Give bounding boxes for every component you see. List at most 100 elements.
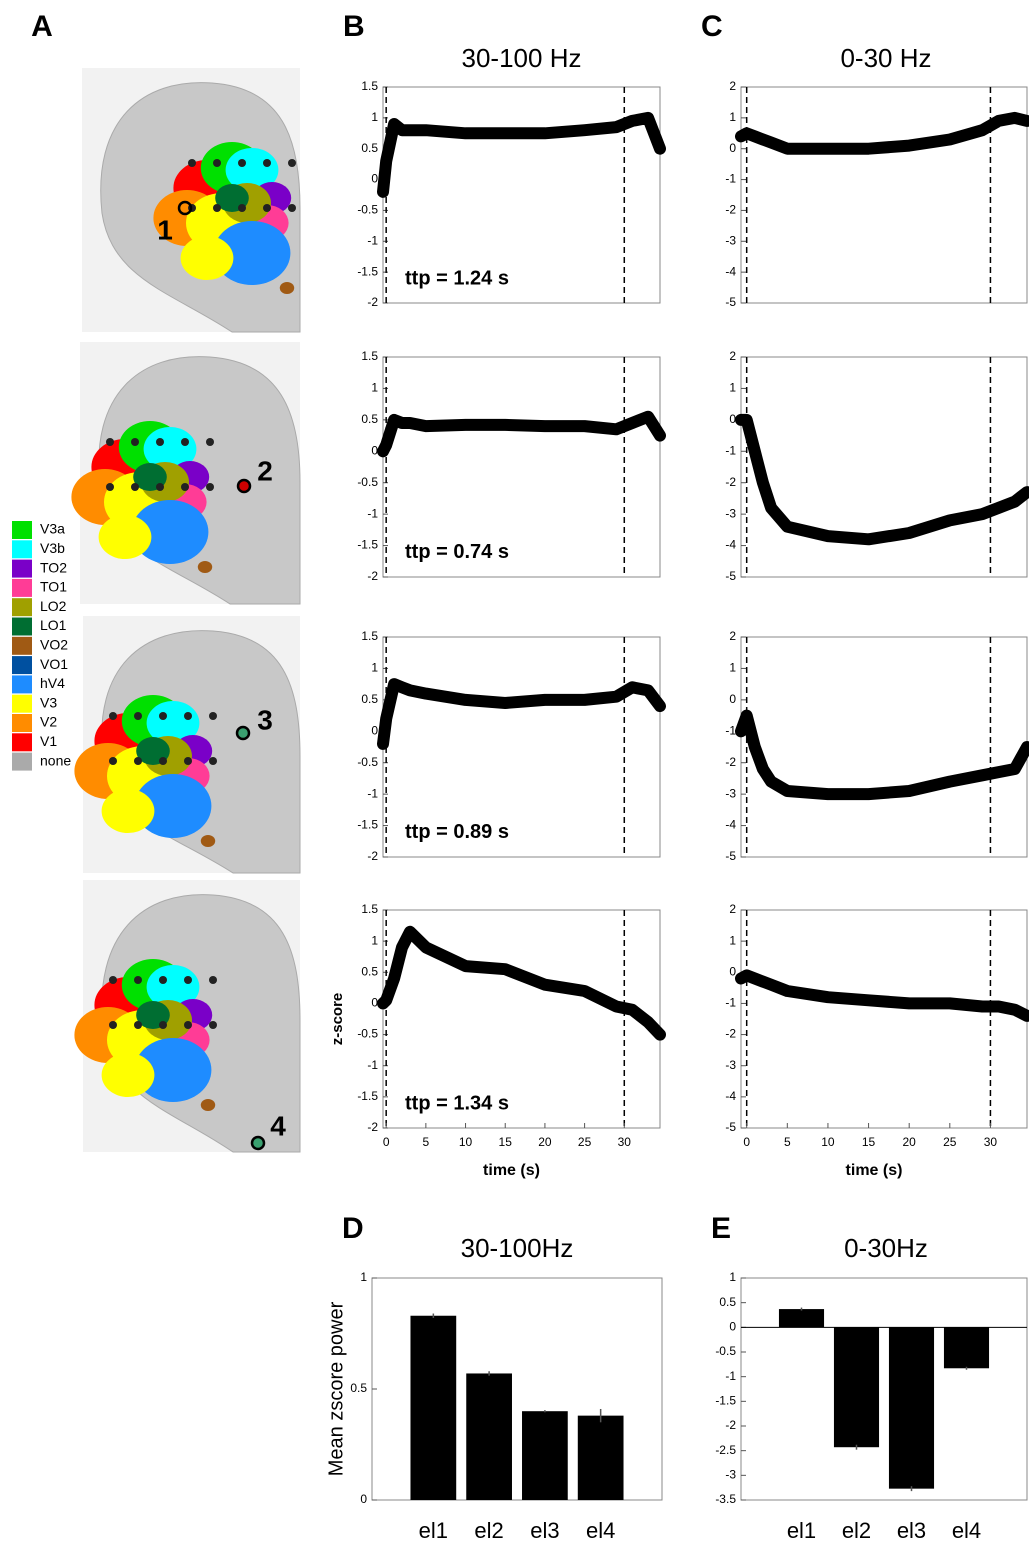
y-tick-label: -2 [725,755,736,769]
y-tick-label: -1.5 [715,1394,736,1408]
y-tick-label: -3 [725,506,736,520]
y-axis-label: z-score [329,993,346,1046]
y-tick-label: 0 [360,1492,367,1506]
y-tick-label: 0.5 [361,692,378,706]
electrode-dot [213,159,221,167]
legend-label: none [40,752,71,768]
legend-swatch [12,617,32,636]
electrode-dot [288,159,296,167]
electrode-dot [106,438,114,446]
panel-label: D [342,1212,364,1245]
data-line [377,410,666,458]
y-tick-label: -3 [725,786,736,800]
electrode-dot [156,483,164,491]
legend-label: V3a [40,521,65,537]
plot-frame [740,636,1028,858]
y-tick-label: 1 [371,110,378,124]
brain-image [71,342,301,605]
legend-swatch [12,733,32,752]
electrode-dot [134,1021,142,1029]
y-tick-label: 0 [371,723,378,737]
y-tick-label: -5 [725,1120,736,1134]
y-tick-label: 2 [729,902,736,916]
y-tick-label: 1.5 [361,349,378,363]
y-tick-label: -1 [725,1369,736,1383]
y-tick-label: 2 [729,349,736,363]
annotation: ttp = 0.74 s [405,541,509,563]
region-blob [143,427,197,471]
bar [833,1327,880,1448]
y-tick-label: 1 [729,110,736,124]
legend-swatch [12,656,32,675]
legend-label: TO1 [40,579,67,595]
legend-swatch [12,598,32,617]
legend-label: V3b [40,540,65,556]
y-tick-label: 0.5 [719,1295,736,1309]
plot-frame [740,356,1028,578]
electrode-dot [209,1021,217,1029]
electrode-dot [131,483,139,491]
legend-swatch [12,675,32,694]
electrode-label: 3 [257,704,273,735]
electrode-dot [134,976,142,984]
region-blob [146,701,200,745]
x-tick-label: 20 [903,1135,917,1149]
y-tick-label: 0 [371,172,378,186]
region-blob [101,1053,155,1097]
y-tick-label: 1.5 [361,79,378,93]
chart-title: 30-100 Hz [462,43,582,73]
brain-image [82,68,301,333]
bar [466,1373,512,1500]
plot-frame [740,1277,1028,1501]
region-blob [180,236,234,280]
x-tick-label: el4 [952,1518,981,1543]
plot-frame [382,909,661,1129]
y-tick-label: 0 [729,141,736,155]
electrode-dot [238,204,246,212]
region-blob [146,965,200,1009]
y-tick-label: -5 [725,295,736,309]
x-tick-label: 0 [383,1135,390,1149]
bar [410,1315,457,1500]
x-tick-label: el3 [530,1518,559,1543]
x-tick-label: 30 [984,1135,998,1149]
chart-title: 0-30Hz [844,1233,928,1263]
y-tick-label: -3 [725,1058,736,1072]
y-tick-label: -1.5 [357,264,378,278]
electrode-dot [206,483,214,491]
x-tick-label: 0 [743,1135,750,1149]
y-tick-label: -1.5 [357,538,378,552]
y-tick-label: 0 [371,443,378,457]
y-tick-label: 1 [360,1270,367,1284]
legend-swatch [12,694,32,713]
legend-swatch [12,540,32,559]
y-tick-label: 0.5 [361,412,378,426]
electrode-marker [250,1135,266,1151]
data-line [735,709,1029,801]
y-tick-label: -1 [725,443,736,457]
annotation: ttp = 0.89 s [405,821,509,843]
bar [522,1411,568,1500]
brain-image [74,880,301,1153]
electrode-dot [209,976,217,984]
y-tick-label: -5 [725,569,736,583]
x-tick-label: 20 [538,1135,552,1149]
y-tick-label: -2 [367,849,378,863]
electrode-marker [235,725,251,741]
y-tick-label: -2 [725,475,736,489]
y-tick-label: -1 [725,172,736,186]
y-tick-label: -2.5 [715,1443,736,1457]
electrode-dot [156,438,164,446]
electrode-marker [236,478,252,494]
electrode-dot [288,204,296,212]
electrode-dot [238,159,246,167]
electrode-label: 2 [257,455,273,486]
data-line [377,111,666,198]
y-tick-label: -4 [725,264,736,278]
electrode-dot [106,483,114,491]
y-tick-label: -3 [725,1468,736,1482]
chart-title: 0-30 Hz [840,43,931,73]
x-tick-label: el1 [419,1518,448,1543]
electrode-dot [181,438,189,446]
region-blob [134,1038,212,1102]
